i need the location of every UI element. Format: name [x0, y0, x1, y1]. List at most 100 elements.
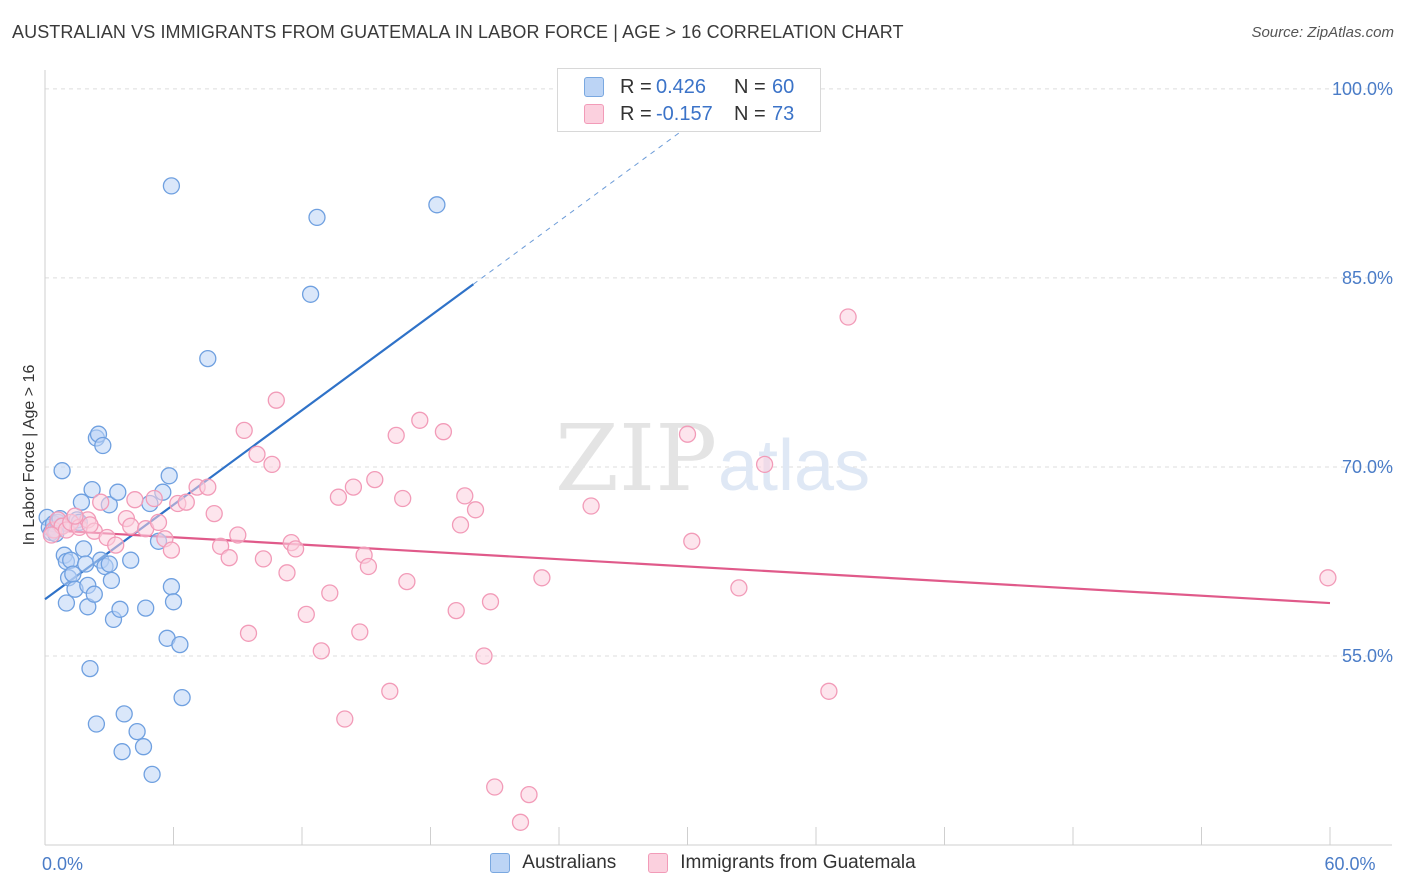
chart-title: AUSTRALIAN VS IMMIGRANTS FROM GUATEMALA …	[12, 22, 904, 42]
legend-item-australians[interactable]: Australians	[490, 852, 616, 874]
axes: 55.0% 70.0% 85.0% 100.0% 0.0% 60.0%	[42, 70, 1393, 874]
legend-r-value: -0.157	[656, 102, 713, 125]
point-guatemala	[263, 455, 281, 474]
point-guatemala	[199, 478, 217, 496]
data-points	[38, 177, 1337, 831]
point-guatemala	[229, 526, 247, 544]
point-australians	[102, 571, 121, 590]
point-guatemala	[122, 517, 140, 535]
point-guatemala	[447, 601, 465, 620]
watermark-zip: ZIP	[555, 405, 717, 512]
point-guatemala	[126, 491, 144, 509]
point-guatemala	[205, 504, 223, 523]
point-australians	[428, 196, 446, 214]
point-australians	[164, 593, 183, 611]
point-guatemala	[755, 455, 774, 474]
point-guatemala	[92, 493, 110, 511]
watermark-atlas: atlas	[718, 426, 870, 506]
point-guatemala	[211, 537, 230, 555]
point-australians	[94, 436, 112, 455]
point-australians	[87, 715, 106, 733]
point-guatemala	[394, 489, 412, 508]
legend-label-guatemala: Immigrants from Guatemala	[680, 852, 916, 873]
point-guatemala	[149, 513, 168, 532]
point-australians	[111, 600, 129, 618]
point-guatemala	[582, 497, 600, 515]
point-guatemala	[683, 532, 701, 550]
x-tick-label: 60.0%	[1324, 854, 1375, 874]
legend-swatch-australians	[490, 853, 511, 873]
point-guatemala	[520, 785, 538, 804]
point-guatemala	[162, 541, 181, 559]
stats-legend: R = 0.426 N = 60 R = -0.157 N = 73	[557, 68, 821, 132]
legend-n-value: 60	[772, 75, 795, 98]
point-guatemala	[434, 423, 453, 441]
legend-r-label: R =	[620, 75, 652, 98]
point-guatemala	[145, 489, 163, 508]
point-guatemala	[456, 487, 474, 505]
trendline-australians-extension	[473, 110, 710, 285]
point-australians	[143, 765, 161, 784]
point-australians	[72, 493, 91, 511]
point-australians	[160, 467, 178, 485]
point-guatemala	[398, 572, 416, 591]
point-australians	[199, 349, 217, 368]
point-guatemala	[235, 421, 253, 440]
point-australians	[162, 177, 181, 195]
point-guatemala	[177, 493, 195, 511]
legend-r-value: 0.426	[656, 75, 707, 98]
watermark: ZIP atlas	[555, 405, 870, 512]
point-guatemala	[820, 682, 838, 700]
point-australians	[109, 483, 127, 501]
point-guatemala	[411, 411, 429, 429]
point-guatemala	[254, 550, 273, 568]
point-guatemala	[220, 549, 238, 567]
x-tick-label: 0.0%	[42, 854, 83, 874]
point-guatemala	[511, 813, 530, 831]
point-australians	[137, 599, 155, 617]
point-australians	[171, 635, 189, 654]
point-guatemala	[351, 623, 369, 641]
point-australians	[53, 462, 71, 480]
legend-label-australians: Australians	[522, 852, 617, 873]
point-australians	[81, 659, 99, 678]
point-guatemala	[1319, 569, 1337, 587]
legend-swatch-australians	[584, 77, 604, 97]
point-guatemala	[312, 642, 330, 660]
point-australians	[134, 738, 153, 756]
legend-n-label: N =	[734, 102, 766, 125]
point-guatemala	[466, 501, 485, 519]
point-guatemala	[486, 778, 504, 796]
point-guatemala	[239, 624, 258, 642]
point-guatemala	[42, 526, 61, 544]
point-australians	[57, 594, 76, 612]
point-guatemala	[387, 426, 405, 445]
point-guatemala	[286, 540, 305, 558]
point-australians	[77, 555, 95, 573]
point-guatemala	[66, 507, 84, 525]
legend-n-value: 73	[772, 102, 795, 125]
point-guatemala	[678, 425, 697, 443]
legend-item-guatemala[interactable]: Immigrants from Guatemala	[648, 852, 916, 874]
point-guatemala	[336, 710, 354, 728]
point-guatemala	[81, 516, 99, 534]
y-axis-label: In Labor Force | Age > 16	[21, 365, 38, 546]
point-guatemala	[381, 682, 399, 700]
gridlines	[45, 88, 1392, 657]
legend-n-label: N =	[734, 75, 766, 98]
legend-r-label: R =	[620, 102, 652, 125]
point-australians	[74, 540, 93, 558]
point-australians	[100, 555, 118, 573]
legend-row-guatemala: R = -0.157 N = 73	[584, 101, 794, 127]
point-guatemala	[366, 470, 384, 489]
y-tick-label: 85.0%	[1342, 268, 1393, 288]
point-guatemala	[451, 516, 470, 534]
point-australians	[162, 578, 181, 596]
point-australians	[113, 743, 131, 761]
point-guatemala	[278, 564, 296, 582]
point-australians	[83, 480, 101, 499]
source-label: Source: ZipAtlas.com	[1251, 24, 1394, 41]
point-guatemala	[248, 445, 266, 463]
point-guatemala	[267, 391, 285, 409]
legend-row-australians: R = 0.426 N = 60	[584, 74, 794, 100]
